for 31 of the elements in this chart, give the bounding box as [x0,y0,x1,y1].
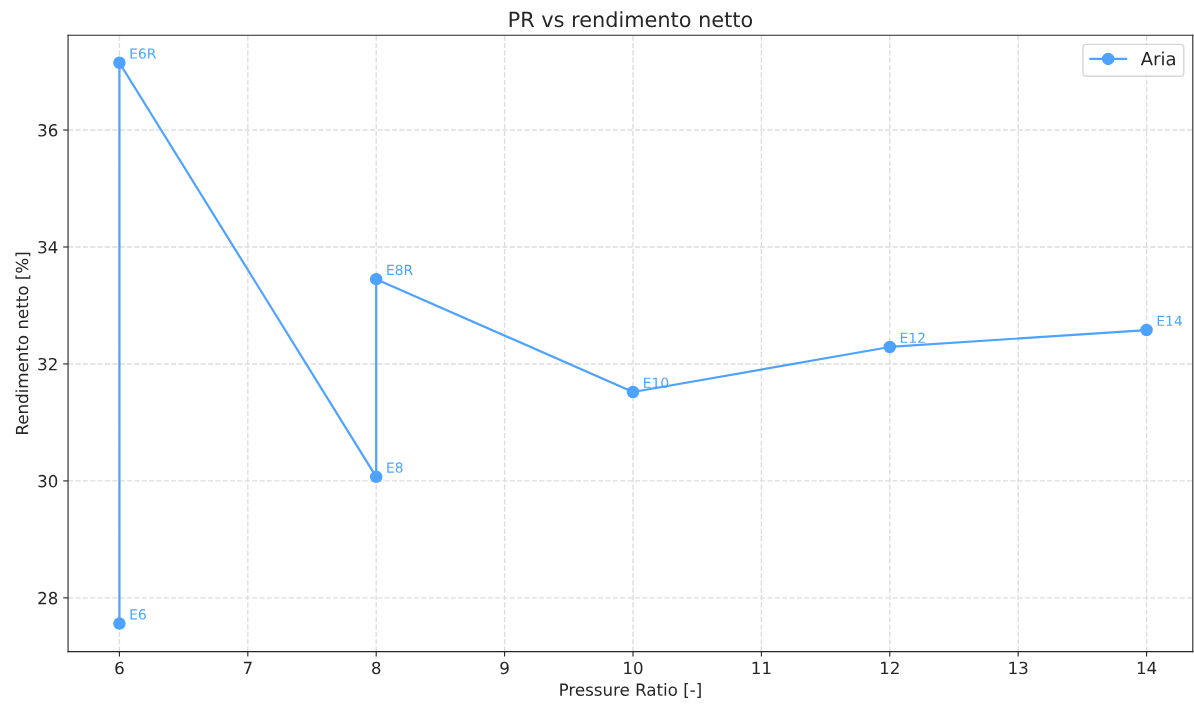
point [369,470,383,484]
chart-title: PR vs rendimento netto [509,11,753,28]
legend-label: Aria [1140,51,1175,66]
point [113,617,126,630]
y-tick-label: 30 [38,474,58,488]
annotation: E12 [900,332,925,343]
y-tick-label: 36 [38,123,58,137]
x-tick-label: 10 [624,661,643,675]
point [369,272,383,286]
x-tick-label: 8 [372,661,381,675]
y-tick-label: 32 [38,357,57,371]
x-tick-label: 6 [115,661,124,675]
y-tick-label: 28 [38,591,58,605]
annotation: E14 [1157,315,1182,326]
annotation: E8R [387,264,413,276]
point [626,385,640,399]
point [1140,323,1153,337]
x-tick-label: 13 [1009,661,1028,675]
annotation: E8 [387,462,403,473]
y-axis-title: Rendimento netto [%] [15,252,31,434]
annotation: E6 [130,609,146,620]
x-tick-label: 12 [881,661,899,675]
x-tick-label: 14 [1137,661,1157,675]
point [113,56,126,70]
x-tick-label: 9 [500,661,509,675]
x-tick-label: 7 [243,661,252,675]
annotation: E6R [130,48,156,59]
x-axis-title: Pressure Ratio [-] [560,683,701,698]
point [883,340,897,354]
y-tick-label: 34 [38,240,58,254]
x-tick-label: 11 [752,661,771,675]
